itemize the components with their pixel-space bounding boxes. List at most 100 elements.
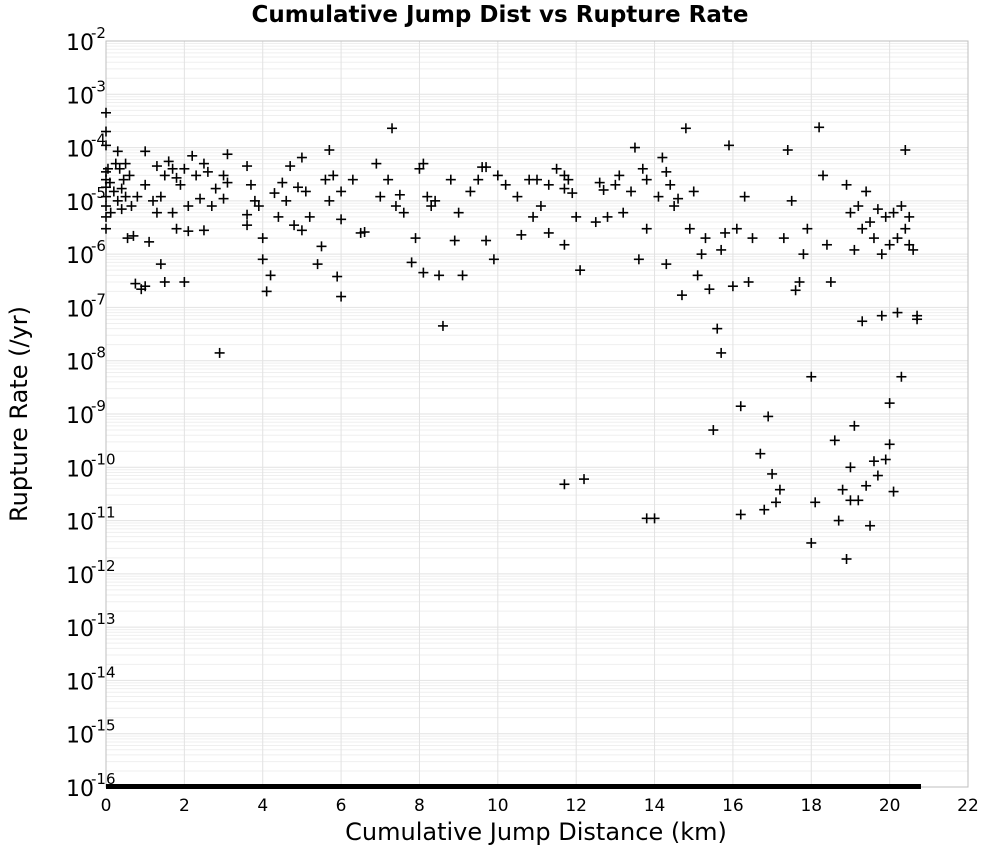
y-tick-exponent: -14 [91,663,116,681]
data-point [880,454,891,465]
data-point [575,265,586,276]
data-point [210,183,221,194]
data-point [618,207,629,218]
data-point [767,468,778,479]
data-point [198,225,209,236]
data-point [222,177,233,188]
x-tick-label: 20 [879,796,901,816]
data-point [771,497,782,508]
y-tick-label: 10-11 [66,504,116,536]
data-point [720,227,731,238]
data-point [453,207,464,218]
data-point [347,174,358,185]
x-tick-label: 14 [644,796,666,816]
data-point [312,259,323,270]
data-point [888,207,899,218]
data-point [723,140,734,151]
data-points [101,107,923,565]
data-point [167,207,178,218]
data-point [195,193,206,204]
data-point [281,195,292,206]
data-point [336,291,347,302]
floor-band-marks [106,784,921,789]
data-point [782,145,793,156]
data-point [336,214,347,225]
data-point [418,158,429,169]
y-tick-exponent: -10 [91,450,116,468]
x-tick-label: 0 [101,796,112,816]
y-tick-base: 10 [66,138,94,163]
data-point [171,223,182,234]
x-tick-label: 12 [565,796,587,816]
y-tick-label: 10-7 [66,290,106,322]
data-point [884,239,895,250]
data-point [289,220,300,231]
data-point [692,270,703,281]
data-point [179,163,190,174]
data-point [731,223,742,234]
data-point [849,420,860,431]
data-point [449,235,460,246]
data-point [876,249,887,260]
data-point [912,314,923,325]
data-point [865,217,876,228]
data-point [198,158,209,169]
floor-band [106,784,921,789]
data-point [868,456,879,467]
y-tick-base: 10 [66,617,94,642]
data-point [473,174,484,185]
y-tick-exponent: -12 [91,557,116,575]
y-tick-base: 10 [66,457,94,482]
data-point [841,554,852,565]
data-point [144,236,155,247]
data-point [629,142,640,153]
data-point [680,123,691,134]
data-point [802,223,813,234]
data-point [884,398,895,409]
data-point [896,201,907,212]
data-point [571,211,582,222]
y-tick-exponent: -16 [91,770,116,788]
data-point [841,179,852,190]
data-point [614,170,625,181]
data-point [559,183,570,194]
y-tick-base: 10 [66,777,94,802]
data-point [101,107,111,118]
data-point [155,191,166,202]
data-point [704,284,715,295]
data-point [829,435,840,446]
data-point [818,170,829,181]
data-point [543,227,554,238]
data-point [865,520,876,531]
data-point [183,226,194,237]
y-tick-label: 10-6 [66,237,106,269]
y-tick-base: 10 [66,244,94,269]
y-axis-ticks: 10-210-310-410-510-610-710-810-910-1010-… [66,24,116,802]
data-point [159,277,170,288]
data-point [790,285,801,296]
data-point [265,270,276,281]
data-point [657,152,668,163]
x-tick-label: 22 [957,796,979,816]
data-point [202,166,213,177]
y-tick-exponent: -8 [91,344,106,362]
data-point [633,254,644,265]
data-point [371,158,382,169]
data-point [273,211,284,222]
data-point [434,270,445,281]
data-point [218,193,229,204]
data-point [383,174,394,185]
data-point [292,182,303,193]
data-point [716,347,727,358]
data-point [324,195,335,206]
y-tick-base: 10 [66,404,94,429]
data-point [716,244,727,255]
data-point [457,270,468,281]
y-tick-label: 10-10 [66,450,116,482]
data-point [845,462,856,473]
data-point [394,189,405,200]
data-point [684,223,695,234]
data-point [122,233,133,244]
data-point [649,513,660,524]
data-point [179,277,190,288]
